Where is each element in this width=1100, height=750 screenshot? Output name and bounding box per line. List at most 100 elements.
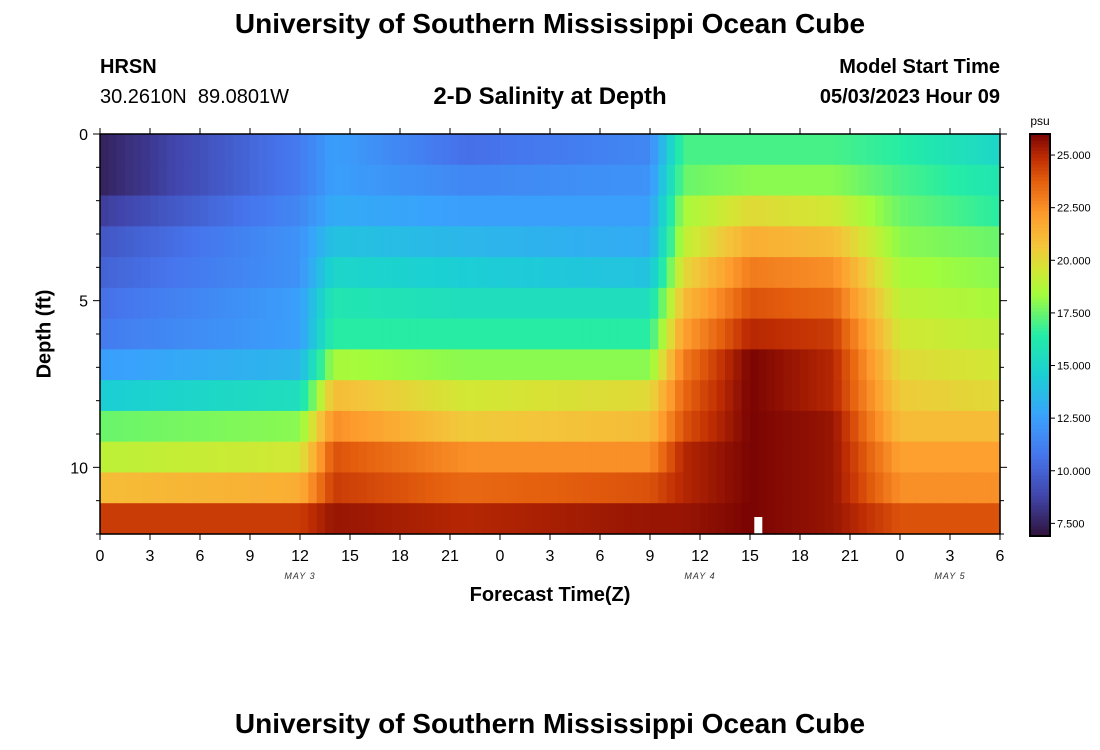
heatmap-cell — [958, 134, 968, 166]
heatmap-cell — [350, 164, 359, 197]
heatmap-cell — [308, 380, 318, 412]
heatmap-cell — [808, 164, 818, 197]
heatmap-cell — [775, 380, 784, 412]
heatmap-cell — [508, 226, 518, 258]
heatmap-cell — [300, 441, 309, 474]
heatmap-cell — [708, 441, 718, 474]
heatmap-cell — [308, 441, 318, 474]
heatmap-cell — [491, 134, 501, 166]
heatmap-cell — [466, 134, 476, 166]
heatmap-cell — [975, 287, 984, 320]
heatmap-cell — [850, 503, 859, 535]
colorbar-segment — [1030, 408, 1050, 413]
heatmap-cell — [300, 257, 309, 289]
heatmap-cell — [200, 380, 209, 412]
heatmap-cell — [466, 349, 476, 381]
heatmap-cell — [341, 349, 351, 381]
heatmap-cell — [483, 195, 493, 227]
heatmap-cell — [150, 195, 159, 227]
heatmap-cell — [775, 226, 784, 258]
heatmap-cell — [516, 349, 526, 381]
colorbar-segment — [1030, 201, 1050, 205]
heatmap-cell — [516, 134, 526, 166]
heatmap-cell — [175, 226, 184, 258]
heatmap-cell — [108, 318, 118, 350]
heatmap-cell — [525, 164, 534, 197]
heatmap-cell — [791, 441, 801, 474]
heatmap-cell — [350, 441, 359, 474]
heatmap-cell — [291, 410, 301, 443]
heatmap-cell — [883, 257, 893, 289]
heatmap-cell — [741, 472, 751, 504]
colorbar-segment — [1030, 231, 1050, 235]
heatmap-cell — [725, 287, 734, 320]
heatmap-cell — [150, 318, 159, 350]
heatmap-cell — [341, 472, 351, 504]
heatmap-cell — [125, 195, 134, 227]
heatmap-cell — [883, 503, 893, 535]
heatmap-cell — [266, 226, 276, 258]
heatmap-cell — [408, 226, 418, 258]
heatmap-cell — [533, 257, 543, 289]
heatmap-cell — [558, 134, 568, 166]
heatmap-cell — [808, 287, 818, 320]
heatmap-cell — [208, 195, 218, 227]
heatmap-cell — [608, 257, 618, 289]
heatmap-cell — [666, 472, 676, 504]
heatmap-cell — [658, 287, 668, 320]
x-tick-label: 6 — [996, 548, 1005, 565]
heatmap-cell — [783, 164, 793, 197]
heatmap-cell — [383, 410, 393, 443]
heatmap-cell — [850, 380, 859, 412]
heatmap-cell — [400, 503, 409, 535]
heatmap-cell — [116, 441, 126, 474]
colorbar-segment — [1030, 371, 1050, 376]
heatmap-cell — [275, 195, 284, 227]
heatmap-cell — [800, 287, 809, 320]
heatmap-cell — [908, 226, 918, 258]
heatmap-cell — [791, 134, 801, 166]
heatmap-cell — [900, 257, 909, 289]
colorbar-segment — [1030, 395, 1050, 400]
heatmap-cell — [316, 349, 326, 381]
heatmap-cell — [475, 503, 484, 535]
heatmap-cell — [216, 287, 226, 320]
heatmap-cell — [141, 287, 151, 320]
heatmap-cell — [591, 441, 601, 474]
heatmap-cell — [116, 257, 126, 289]
heatmap-cell — [241, 441, 251, 474]
heatmap-cell — [383, 257, 393, 289]
heatmap-cell — [300, 349, 309, 381]
heatmap-cell — [566, 380, 576, 412]
heatmap-cell — [925, 472, 934, 504]
heatmap-cell — [183, 349, 193, 381]
heatmap-cell — [366, 134, 376, 166]
heatmap-cell — [875, 134, 884, 166]
heatmap-cell — [975, 134, 984, 166]
heatmap-cell — [450, 503, 459, 535]
heatmap-cell — [216, 380, 226, 412]
heatmap-cell — [416, 441, 426, 474]
x-axis-label: Forecast Time(Z) — [469, 584, 631, 606]
heatmap-cell — [225, 410, 234, 443]
heatmap-cell — [625, 472, 634, 504]
heatmap-cell — [391, 287, 401, 320]
heatmap-cell — [733, 472, 743, 504]
heatmap-cell — [533, 503, 543, 535]
x-tick-label: 15 — [741, 548, 759, 565]
heatmap-cell — [791, 257, 801, 289]
colorbar-segment — [1030, 515, 1050, 520]
heatmap-cell — [825, 164, 834, 197]
heatmap-cell — [741, 134, 751, 166]
heatmap-cell — [166, 318, 176, 350]
heatmap-cell — [150, 257, 159, 289]
heatmap-cell — [400, 257, 409, 289]
heatmap-cell — [100, 318, 109, 350]
heatmap-cell — [600, 472, 609, 504]
heatmap-cell — [375, 410, 384, 443]
heatmap-cell — [825, 226, 834, 258]
heatmap-cell — [958, 164, 968, 197]
heatmap-cell — [850, 410, 859, 443]
heatmap-cell — [616, 226, 626, 258]
heatmap-cell — [250, 441, 259, 474]
